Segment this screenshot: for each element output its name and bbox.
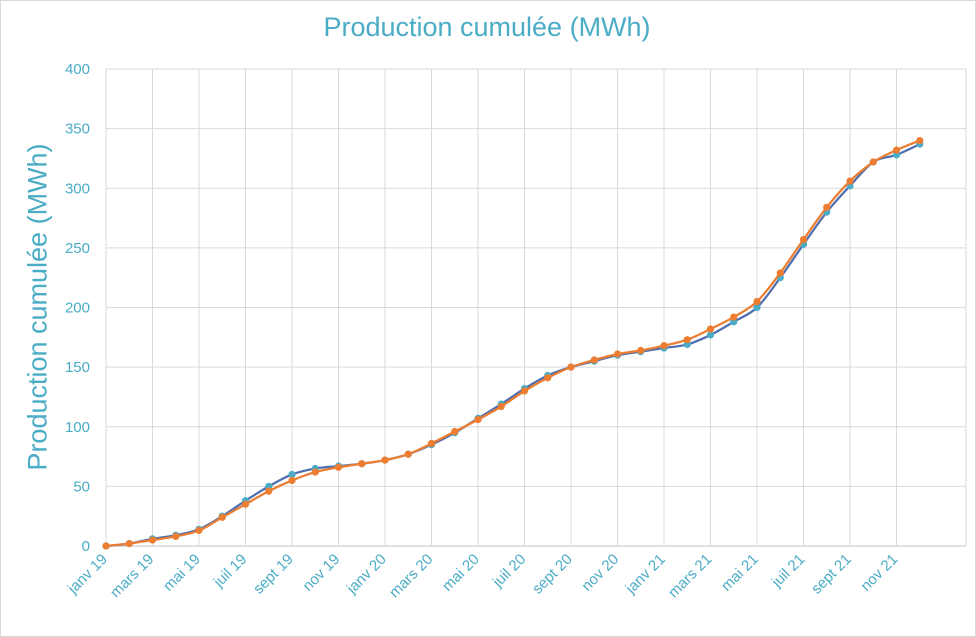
series-2-point	[404, 450, 412, 458]
x-tick-label: juil 21	[768, 551, 808, 591]
series-2-point	[683, 336, 691, 344]
series-2-point	[451, 427, 459, 436]
series-2-point	[776, 269, 784, 277]
series-2-point	[148, 536, 157, 544]
series-2-point	[265, 487, 273, 495]
series-2-point	[869, 158, 877, 166]
y-tick-label: 300	[65, 180, 90, 197]
series-2-point	[474, 415, 482, 424]
series-2-point	[172, 532, 180, 541]
series-2-point	[892, 146, 901, 154]
y-tick-label: 0	[82, 538, 90, 555]
series-1-point	[753, 303, 761, 312]
x-tick-label: juil 20	[489, 551, 529, 591]
x-tick-label: mars 20	[386, 551, 436, 601]
x-tick-label: nov 19	[299, 551, 343, 595]
series-2-point	[823, 203, 831, 211]
series-2-point	[520, 387, 529, 395]
series-2-point	[497, 402, 505, 411]
series-2-point	[916, 136, 924, 145]
x-tick-label: janv 19	[64, 551, 111, 598]
series-2-point	[334, 463, 343, 471]
x-tick-label: mai 20	[439, 551, 483, 595]
series-2-point	[706, 325, 715, 333]
series-2-point	[567, 363, 575, 371]
y-tick-label: 350	[65, 121, 90, 138]
x-tick-label: mars 19	[107, 551, 157, 601]
series-2-point	[102, 542, 110, 550]
x-tick-label: juil 19	[210, 551, 250, 591]
x-tick-label: mars 21	[665, 551, 715, 601]
y-tick-label: 400	[65, 61, 90, 78]
x-tick-label: nov 20	[578, 551, 622, 595]
series-1-point	[288, 470, 296, 479]
x-tick-label: sept 21	[808, 551, 855, 598]
series-2-point	[637, 346, 645, 355]
y-tick-label: 200	[65, 300, 90, 317]
series-2-point	[753, 297, 761, 306]
series-1-line	[104, 143, 921, 548]
series-2-point	[660, 342, 668, 350]
series-2-point	[730, 313, 738, 321]
x-tick-label: janv 20	[343, 551, 390, 598]
series-2-point	[311, 468, 319, 476]
y-tick-label: 100	[65, 419, 90, 436]
x-tick-label: sept 20	[529, 551, 576, 598]
y-tick-label: 250	[65, 240, 90, 257]
x-tick-label: sept 19	[250, 551, 297, 598]
chart-title: Production cumulée (MWh)	[323, 12, 651, 42]
series-2-point	[590, 356, 598, 364]
x-tick-label: nov 21	[857, 551, 901, 595]
series-2-point	[427, 439, 436, 448]
series-1-point	[706, 331, 715, 339]
series-2-point	[846, 177, 854, 185]
series-2-point	[125, 540, 133, 548]
series-2-point	[195, 526, 203, 535]
series-2-point	[381, 456, 389, 464]
y-tick-label: 50	[73, 478, 90, 495]
series-2-point	[288, 476, 296, 485]
x-tick-label: mai 21	[718, 551, 762, 595]
x-tick-label: janv 21	[622, 551, 669, 598]
series-2-point	[241, 500, 250, 508]
series-2-point	[358, 460, 366, 468]
y-tick-label: 150	[65, 359, 90, 376]
series-2-point	[218, 513, 226, 521]
x-tick-label: mai 19	[160, 551, 204, 595]
series-2-point	[799, 235, 808, 244]
series-2-point	[613, 350, 622, 358]
series-2-line	[104, 139, 921, 548]
series-2-point	[544, 374, 552, 382]
